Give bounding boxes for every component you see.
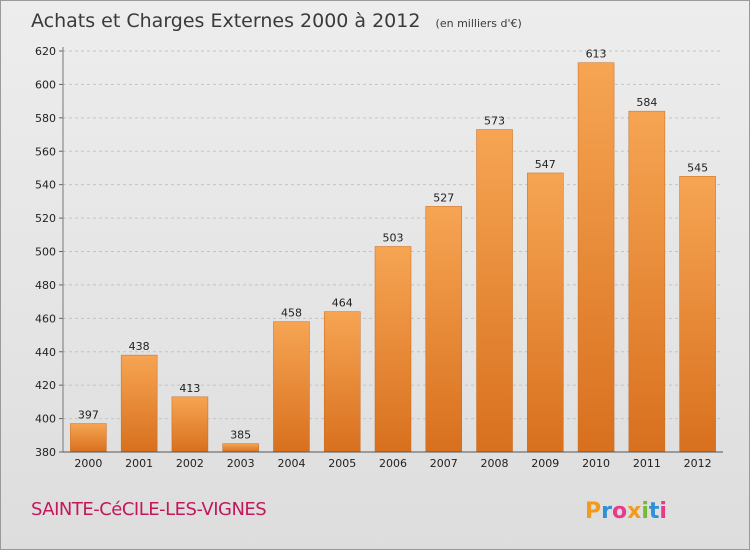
y-tick-label: 480 <box>35 279 56 292</box>
y-tick-label: 560 <box>35 145 56 158</box>
y-axis: 380 400 420 440 460 480 500 520 540 560 580 600 620 <box>35 45 64 459</box>
y-tick-label: 580 <box>35 112 56 125</box>
x-tick-label: 2008 <box>481 457 509 470</box>
bar <box>374 246 412 453</box>
logo-letter: i <box>641 499 649 524</box>
chart-title-wrap: Achats et Charges Externes 2000 à 2012 (… <box>31 10 522 32</box>
x-tick-label: 2000 <box>74 457 102 470</box>
commune-name: SAINTE-CéCILE-LES-VIGNES <box>31 499 266 520</box>
x-axis: 2000 2001 2002 2003 2004 2005 2006 2007 2008 2009… <box>63 451 723 470</box>
bar <box>628 110 666 453</box>
bar <box>577 62 615 453</box>
data-label: 527 <box>433 191 454 204</box>
y-tick-label: 600 <box>35 78 56 91</box>
data-label: 573 <box>484 115 505 128</box>
data-label: 503 <box>383 231 404 244</box>
data-label: 413 <box>179 382 200 395</box>
logo-letter: t <box>649 499 660 524</box>
bar <box>323 311 361 453</box>
bar <box>171 396 209 453</box>
data-label: 584 <box>636 96 657 109</box>
x-tick-label: 2002 <box>176 457 204 470</box>
bar <box>527 172 564 453</box>
bars <box>70 62 716 453</box>
data-label: 613 <box>586 48 607 61</box>
chart-title: Achats et Charges Externes 2000 à 2012 <box>31 10 420 32</box>
y-tick-label: 540 <box>35 179 56 192</box>
data-label: 438 <box>129 340 150 353</box>
x-tick-label: 2005 <box>328 457 356 470</box>
chart-subtitle: (en milliers d'€) <box>436 17 522 30</box>
x-tick-label: 2010 <box>582 457 610 470</box>
bar <box>679 176 716 453</box>
bar <box>70 423 107 453</box>
x-tick-label: 2011 <box>633 457 661 470</box>
logo-letter: r <box>601 499 612 524</box>
x-tick-label: 2006 <box>379 457 407 470</box>
y-tick-label: 420 <box>35 379 56 392</box>
data-label: 545 <box>687 161 708 174</box>
logo-letter: o <box>612 499 627 524</box>
bar <box>476 129 513 453</box>
y-tick-label: 440 <box>35 346 56 359</box>
bar <box>222 443 259 453</box>
data-label: 464 <box>332 297 353 310</box>
x-tick-label: 2012 <box>684 457 712 470</box>
y-tick-label: 520 <box>35 212 56 225</box>
logo-letter: P <box>585 499 601 524</box>
x-tick-label: 2004 <box>277 457 305 470</box>
data-labels: 397 438 413 385 458 464 503 527 573 547 613 584 545 <box>78 48 708 442</box>
x-tick-label: 2003 <box>227 457 255 470</box>
data-label: 397 <box>78 409 99 422</box>
bar <box>273 321 310 453</box>
y-tick-label: 460 <box>35 312 56 325</box>
logo-letter: i <box>659 499 667 524</box>
x-tick-label: 2001 <box>125 457 153 470</box>
y-tick-label: 380 <box>35 446 56 459</box>
x-tick-label: 2009 <box>531 457 559 470</box>
data-label: 458 <box>281 307 302 320</box>
x-tick-label: 2007 <box>430 457 458 470</box>
logo-letter: x <box>627 499 641 524</box>
bar <box>425 206 463 453</box>
proxiti-logo: Proxiti <box>585 499 667 524</box>
bar <box>120 354 158 453</box>
data-label: 385 <box>230 429 251 442</box>
y-tick-label: 400 <box>35 413 56 426</box>
data-label: 547 <box>535 158 556 171</box>
y-tick-label: 500 <box>35 246 56 259</box>
y-tick-label: 620 <box>35 45 56 58</box>
